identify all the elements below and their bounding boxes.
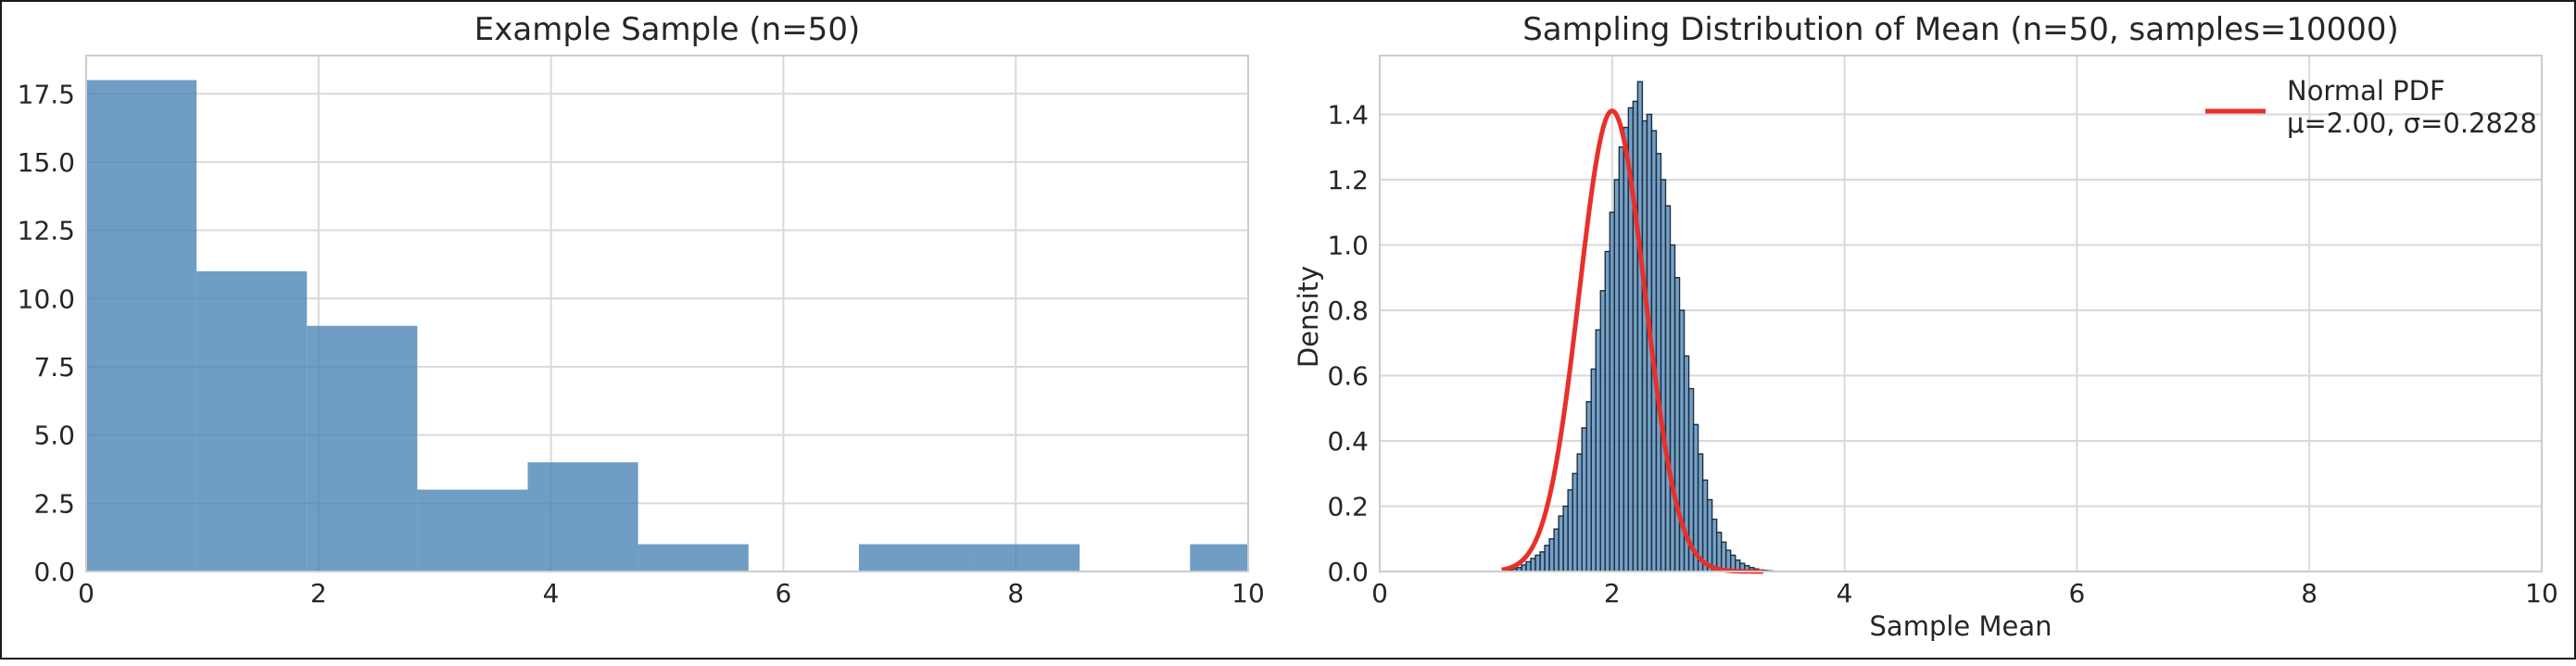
histogram-bar — [1549, 539, 1554, 572]
histogram-bar — [1619, 147, 1623, 572]
histogram-bar — [417, 490, 527, 572]
chart-2-x-tick-label: 10 — [2525, 578, 2558, 609]
histogram-bar — [1642, 121, 1647, 572]
chart-2-y-tick-label: 0.2 — [1327, 491, 1369, 521]
histogram-bar — [1540, 552, 1545, 572]
chart-2-x-axis-label: Sample Mean — [1870, 610, 2052, 642]
chart-1-x-tick-label: 8 — [1007, 578, 1024, 609]
chart-2-x-tick-label: 0 — [1371, 578, 1388, 609]
chart-1-y-tick-label: 15.0 — [18, 147, 75, 178]
histogram-bar — [1554, 529, 1559, 572]
histogram-bar — [1722, 542, 1726, 572]
chart-2-y-ticks: 0.0 0.2 0.4 0.6 0.8 1.0 1.2 1.4 — [1327, 99, 1369, 587]
legend-label-line-2: μ=2.00, σ=0.2828 — [2287, 107, 2537, 139]
histogram-bar — [86, 81, 196, 572]
histogram-bar — [1633, 101, 1637, 572]
chart-1-y-tick-label: 12.5 — [18, 216, 75, 246]
chart-2-y-tick-label: 0.4 — [1327, 426, 1369, 457]
histogram-bar — [196, 271, 307, 572]
chart-1-y-ticks: 0.0 2.5 5.0 7.5 10.0 12.5 15.0 17.5 — [18, 79, 75, 587]
chart-1-y-tick-label: 10.0 — [18, 283, 75, 314]
histogram-bar — [1605, 252, 1610, 572]
histogram-bar — [1526, 561, 1531, 572]
chart-2-x-tick-label: 2 — [1604, 578, 1621, 609]
histogram-bar — [1623, 128, 1628, 572]
chart-1-x-tick-label: 6 — [775, 578, 791, 609]
histogram-bar — [1600, 291, 1605, 572]
chart-2-y-tick-label: 0.8 — [1327, 295, 1369, 326]
chart-2-y-tick-label: 1.2 — [1327, 165, 1369, 195]
chart-1-y-tick-label: 7.5 — [33, 352, 75, 383]
histogram-bar — [1572, 473, 1577, 572]
histogram-bar — [1535, 555, 1540, 572]
histogram-bar — [1703, 480, 1708, 572]
histogram-bar — [1637, 82, 1642, 572]
histogram-bar — [1577, 454, 1582, 572]
histogram-bar — [1675, 278, 1680, 572]
chart-2-y-tick-label: 1.0 — [1327, 230, 1369, 260]
chart-2-x-ticks: 0 2 4 6 8 10 — [1371, 578, 2558, 609]
chart-2-title: Sampling Distribution of Mean (n=50, sam… — [1522, 11, 2399, 48]
chart-1-y-tick-label: 2.5 — [33, 488, 75, 519]
histogram-bar — [1190, 545, 1248, 572]
histogram-bar — [1586, 402, 1591, 572]
histogram-bar — [1531, 559, 1535, 572]
histogram-bar — [1665, 206, 1670, 572]
legend-label-line-1: Normal PDF — [2287, 75, 2445, 107]
histogram-bar — [1671, 245, 1675, 572]
histogram-bar — [1545, 546, 1549, 572]
chart-1-x-ticks: 0 2 4 6 8 10 — [78, 578, 1265, 609]
chart-2-x-tick-label: 6 — [2068, 578, 2085, 609]
chart-1-y-tick-label: 17.5 — [18, 79, 75, 109]
chart-2-x-tick-label: 8 — [2301, 578, 2317, 609]
histogram-bar — [1522, 565, 1526, 572]
chart-2: 0 2 4 6 8 10 0.0 0.2 0.4 0.6 0.8 1.0 1.2 1.4 Samplin… — [1293, 11, 2558, 642]
chart-2-y-tick-label: 0.6 — [1327, 360, 1369, 391]
histogram-bar — [1596, 330, 1600, 572]
histogram-bar — [969, 545, 1080, 572]
histogram-bar — [1708, 499, 1712, 572]
chart-1: 0 2 4 6 8 10 0.0 2.5 5.0 7.5 10.0 12.5 15.0 17.5 Exa… — [18, 11, 1265, 609]
histogram-bar — [1563, 506, 1568, 572]
histogram-bar — [1559, 516, 1563, 572]
histogram-bar — [1661, 180, 1665, 572]
histogram-bar — [1582, 428, 1586, 572]
histogram-bar — [1568, 490, 1572, 572]
chart-1-y-tick-label: 0.0 — [33, 557, 75, 587]
histogram-bar — [1717, 533, 1722, 572]
histogram-bar — [1610, 212, 1614, 572]
histogram-bar — [859, 545, 969, 572]
histogram-bar — [1712, 520, 1717, 572]
chart-1-x-tick-label: 2 — [310, 578, 327, 609]
chart-1-x-tick-label: 4 — [543, 578, 560, 609]
histogram-bar — [638, 545, 749, 572]
chart-1-title: Example Sample (n=50) — [474, 11, 860, 48]
chart-1-x-tick-label: 0 — [78, 578, 95, 609]
chart-2-y-tick-label: 1.4 — [1327, 99, 1369, 130]
histogram-bar — [307, 326, 417, 572]
histogram-bar — [1591, 369, 1596, 572]
chart-2-y-tick-label: 0.0 — [1327, 557, 1369, 587]
chart-2-y-axis-label: Density — [1293, 266, 1324, 368]
histogram-bar — [528, 462, 638, 572]
histogram-bar — [1614, 180, 1619, 572]
chart-1-y-tick-label: 5.0 — [33, 421, 75, 451]
chart-1-x-tick-label: 10 — [1231, 578, 1265, 609]
histogram-bar — [1656, 154, 1661, 572]
chart-2-x-tick-label: 4 — [1837, 578, 1853, 609]
